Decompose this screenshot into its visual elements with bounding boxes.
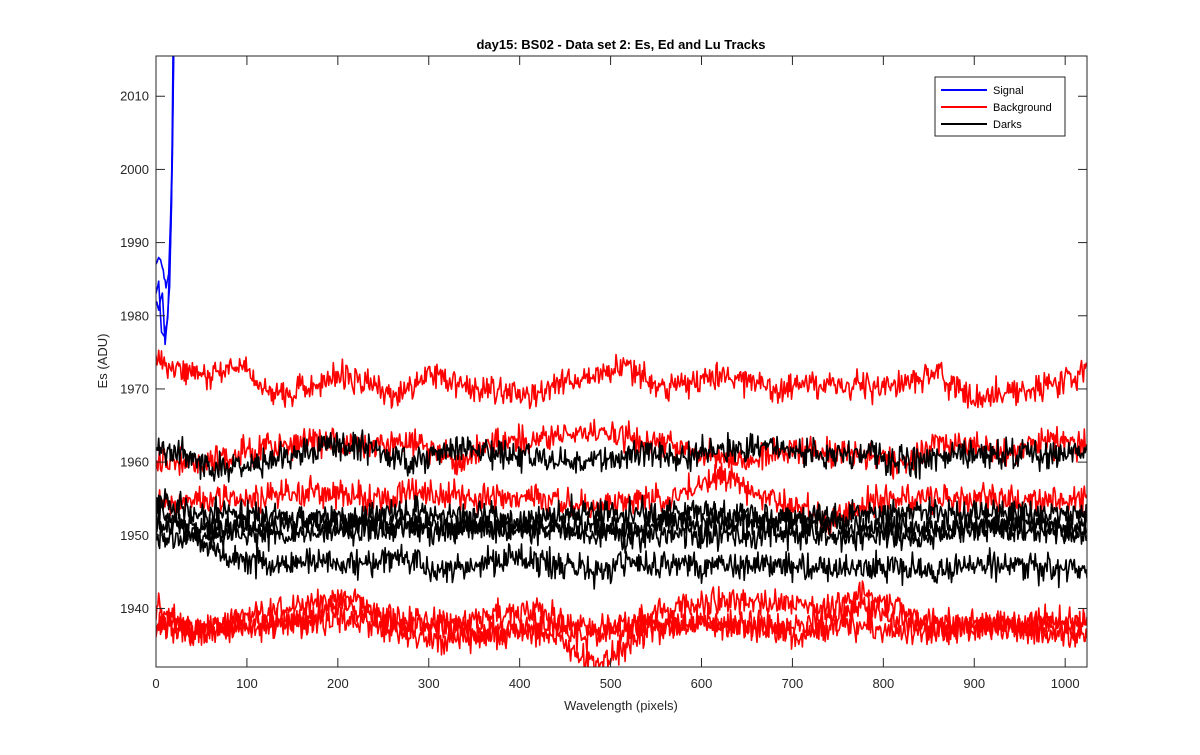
series-line-signal <box>156 56 175 346</box>
axes-box <box>155 55 1088 668</box>
tick-layer: 0 100 200 300 400 500 600 700 800 900 1000 1940 1950… <box>120 56 1087 691</box>
series-layer <box>156 56 1087 667</box>
x-tick-label: 0 <box>152 676 159 691</box>
y-tick-label: 1960 <box>120 455 149 470</box>
series-line-background <box>156 601 1087 667</box>
series-line-background <box>156 418 1087 480</box>
series-line-darks <box>156 500 1087 590</box>
legend-label-background: Background <box>993 102 1052 114</box>
y-axis-label: Es (ADU) <box>95 334 110 389</box>
legend-label-signal: Signal <box>993 85 1024 97</box>
series-line-darks <box>156 429 1087 483</box>
series-line-background <box>156 462 1087 535</box>
x-tick-label: 1000 <box>1051 676 1080 691</box>
x-tick-label: 200 <box>327 676 349 691</box>
y-tick-label: 2000 <box>120 162 149 177</box>
legend-label-darks: Darks <box>993 119 1022 131</box>
plot-area <box>156 56 1087 667</box>
chart-title: day15: BS02 - Data set 2: Es, Ed and Lu … <box>476 37 765 52</box>
x-axis-label: Wavelength (pixels) <box>564 698 678 713</box>
y-tick-label: 1990 <box>120 235 149 250</box>
y-tick-label: 1940 <box>120 601 149 616</box>
y-tick-label: 1980 <box>120 308 149 323</box>
x-tick-label: 600 <box>691 676 713 691</box>
y-tick-label: 1950 <box>120 528 149 543</box>
x-tick-label: 500 <box>600 676 622 691</box>
x-tick-label: 400 <box>509 676 531 691</box>
x-tick-label: 900 <box>963 676 985 691</box>
series-line-background <box>156 349 1087 410</box>
y-tick-label: 1970 <box>120 381 149 396</box>
legend: Signal Background Darks <box>934 76 1066 137</box>
series-line-background <box>156 580 1087 655</box>
x-tick-label: 300 <box>418 676 440 691</box>
x-tick-label: 700 <box>782 676 804 691</box>
series-line-darks <box>156 508 1087 554</box>
x-tick-label: 100 <box>236 676 258 691</box>
y-tick-label: 2010 <box>120 89 149 104</box>
x-tick-label: 800 <box>872 676 894 691</box>
